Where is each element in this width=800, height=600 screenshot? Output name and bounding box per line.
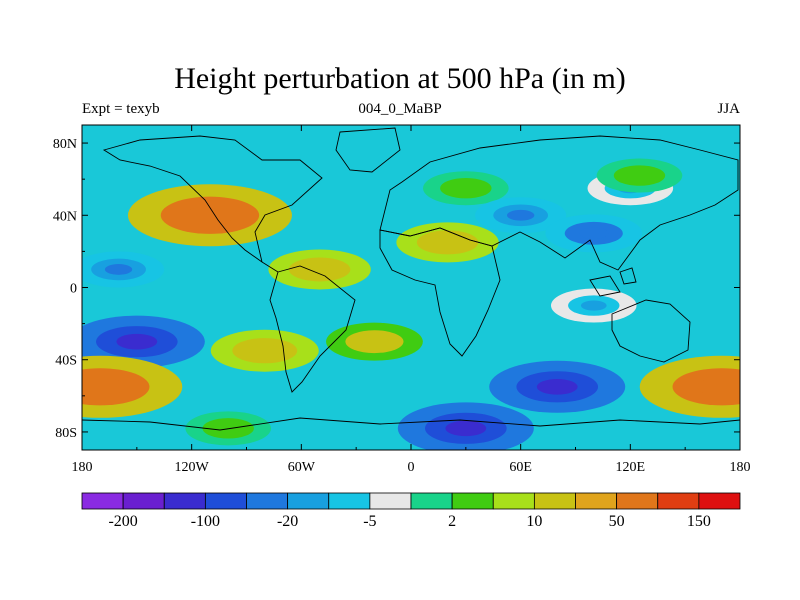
colorbar-swatch bbox=[616, 492, 659, 510]
field-blob-core bbox=[359, 335, 389, 348]
coastline-africa bbox=[379, 227, 501, 357]
x-tick-label: 60W bbox=[288, 460, 316, 475]
field-blob-core bbox=[536, 379, 578, 395]
season-label: JJA bbox=[717, 101, 740, 117]
colorbar-label: 150 bbox=[687, 513, 711, 530]
field-blob-core bbox=[506, 209, 535, 221]
colorbar-swatch bbox=[657, 492, 700, 510]
field-blob-core bbox=[432, 236, 463, 249]
field-blob-core bbox=[82, 377, 125, 397]
x-axis: 180 120W 60W 0 60E 120E 180 bbox=[72, 125, 751, 475]
field-blob-core bbox=[580, 300, 607, 311]
y-tick-label: 40S bbox=[55, 354, 77, 369]
colorbar-swatch bbox=[204, 492, 247, 510]
coastline-south-america bbox=[269, 265, 356, 393]
field-blob-core bbox=[248, 344, 281, 357]
field-blob-core bbox=[452, 183, 479, 194]
colorbar: -200 -100 -20 -5 2 10 50 150 bbox=[81, 492, 741, 530]
y-tick-label: 0 bbox=[70, 282, 77, 297]
colorbar-swatch bbox=[492, 492, 535, 510]
experiment-label: Expt = texyb bbox=[82, 101, 160, 117]
colorbar-swatch bbox=[81, 492, 124, 510]
run-label: 004_0_MaBP bbox=[358, 101, 442, 117]
x-tick-label: 120W bbox=[175, 460, 210, 475]
x-tick-label: 60E bbox=[509, 460, 532, 475]
field-blobs bbox=[82, 158, 740, 450]
chart-title: Height perturbation at 500 hPa (in m) bbox=[174, 62, 626, 95]
field-blob-core bbox=[579, 227, 609, 240]
field-blob-core bbox=[185, 205, 235, 225]
colorbar-swatch bbox=[122, 492, 165, 510]
coastline-greenland bbox=[335, 127, 401, 173]
colorbar-swatch bbox=[575, 492, 618, 510]
field-blob-core bbox=[104, 264, 133, 275]
colorbar-swatch bbox=[451, 492, 494, 510]
colorbar-swatch bbox=[246, 492, 289, 510]
colorbar-label: -20 bbox=[277, 513, 298, 530]
x-tick-label: 0 bbox=[408, 460, 415, 475]
y-tick-label: 40N bbox=[53, 209, 77, 224]
field-blob-core bbox=[116, 333, 158, 350]
x-tick-label: 180 bbox=[72, 460, 93, 475]
field-blob-core bbox=[304, 263, 335, 276]
colorbar-label: 50 bbox=[609, 513, 625, 530]
colorbar-label: -5 bbox=[363, 513, 376, 530]
colorbar-label: -200 bbox=[108, 513, 137, 530]
coastline-north-america bbox=[102, 135, 323, 273]
coastline-australia bbox=[611, 299, 691, 363]
y-tick-label: 80N bbox=[53, 137, 77, 152]
colorbar-label: 10 bbox=[526, 513, 542, 530]
x-tick-label: 120E bbox=[616, 460, 646, 475]
colorbar-swatch bbox=[698, 492, 741, 510]
contour-field bbox=[82, 125, 740, 450]
coastlines bbox=[82, 127, 740, 431]
colorbar-label: -100 bbox=[191, 513, 220, 530]
colorbar-swatch bbox=[287, 492, 330, 510]
coastline-antarctica bbox=[82, 417, 740, 431]
colorbar-swatch bbox=[328, 492, 371, 510]
field-blob-core bbox=[697, 377, 740, 397]
coastline-islands bbox=[589, 267, 637, 297]
field-blob-core bbox=[626, 170, 653, 181]
colorbar-swatch bbox=[410, 492, 453, 510]
colorbar-swatch bbox=[533, 492, 576, 510]
colorbar-swatch bbox=[369, 492, 412, 510]
field-blob-core bbox=[445, 420, 487, 437]
y-tick-label: 80S bbox=[55, 426, 77, 441]
colorbar-swatch bbox=[163, 492, 206, 510]
y-axis: 80N 40N 0 40S 80S bbox=[53, 137, 740, 441]
x-tick-label: 180 bbox=[730, 460, 751, 475]
coastline-eurasia bbox=[379, 135, 739, 271]
colorbar-label: 2 bbox=[448, 513, 456, 530]
